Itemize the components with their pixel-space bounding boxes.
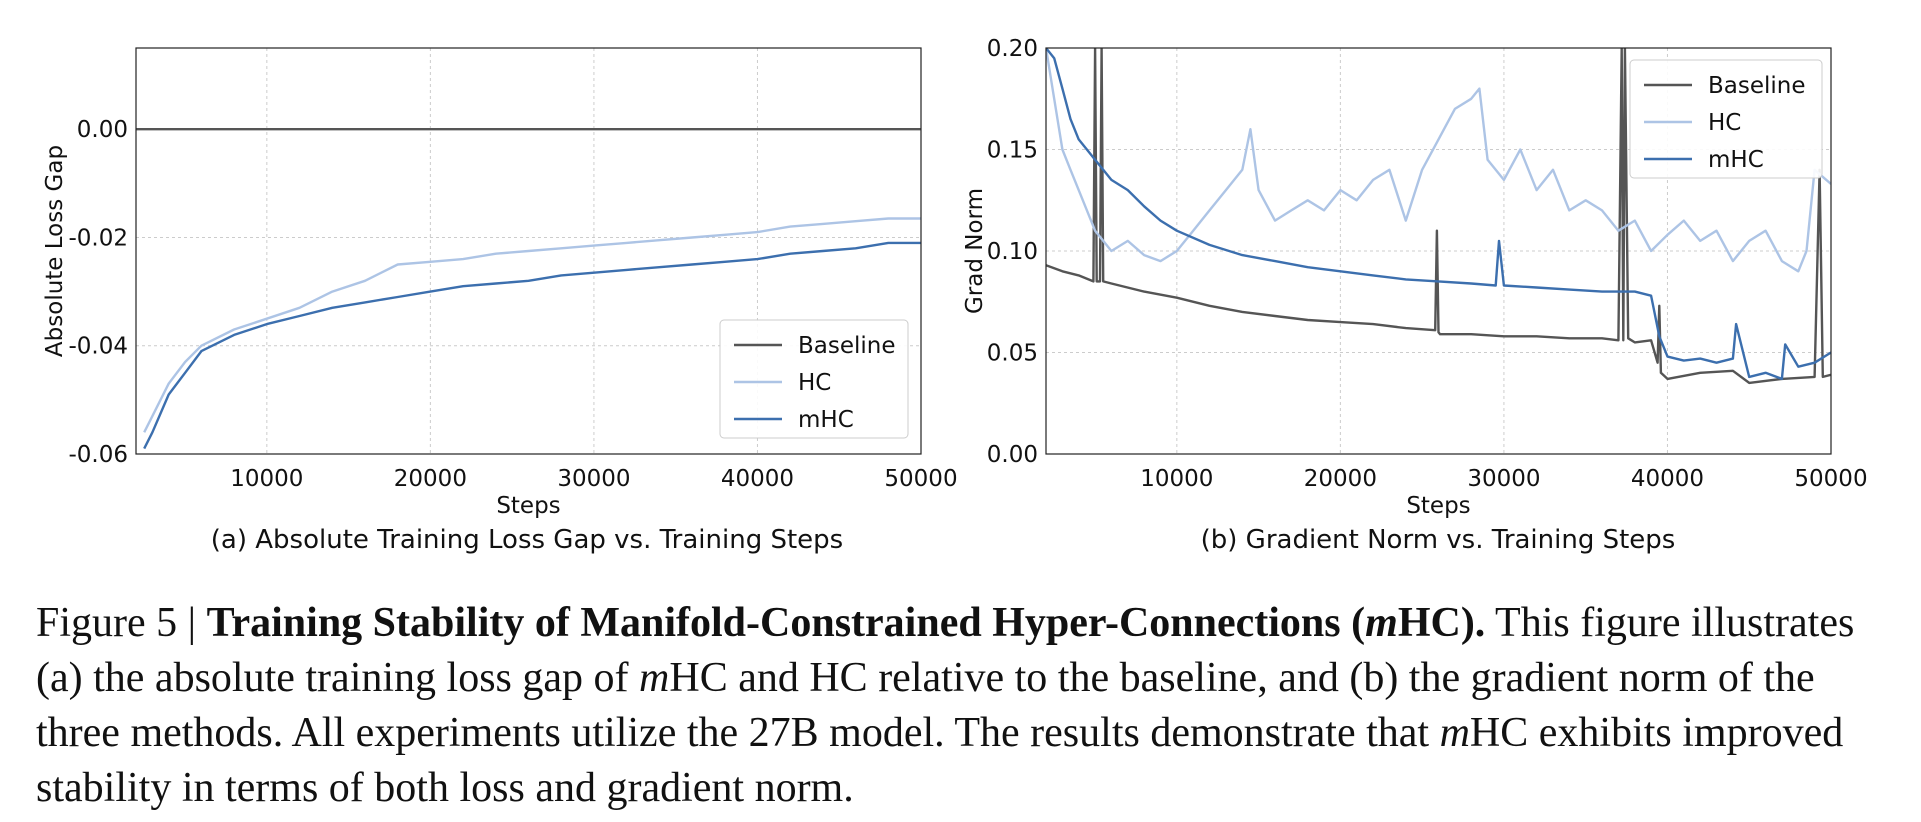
legend-box — [719, 319, 909, 439]
caption-title-m: m — [1365, 600, 1398, 646]
panel-b-y-axis-label: Grad Norm — [962, 188, 988, 314]
panel-b-subtitle: (b) Gradient Norm vs. Training Steps — [1201, 525, 1676, 555]
y-tick-label: 0.00 — [987, 442, 1038, 468]
y-tick-label: 0.10 — [987, 239, 1038, 265]
panel-b-legend: Baseline HC mHC — [1629, 59, 1823, 179]
panel-a-subtitle: (a) Absolute Training Loss Gap vs. Train… — [211, 525, 843, 555]
caption-text-1: This figure illustrates (a) the absolute… — [36, 600, 1855, 701]
panel-a-x-axis-label: Steps — [496, 493, 560, 519]
series-line-mhc — [143, 241, 921, 450]
legend-box — [1629, 59, 1823, 179]
y-tick-label: 0.15 — [987, 138, 1038, 164]
x-tick-label: 20000 — [1304, 466, 1377, 492]
series-line-mhc — [1046, 48, 1831, 381]
x-tick-label: 10000 — [1140, 466, 1213, 492]
x-tick-label: 30000 — [1467, 466, 1540, 492]
figure-5-plots: 10000 20000 30000 40000 50000 0.00 -0.02 -0.04… — [42, 36, 1868, 555]
panel-b-grad-norm-chart: 10000 20000 30000 40000 50000 0.200.150.100.… — [962, 36, 1868, 519]
x-tick-label: 50000 — [1794, 466, 1867, 492]
x-tick-label: 30000 — [557, 466, 630, 492]
panel-b-x-axis-label: Steps — [1406, 493, 1470, 519]
series-line-baseline — [1046, 48, 1831, 385]
x-tick-label: 20000 — [394, 466, 467, 492]
panel-a-plot-area — [135, 47, 922, 455]
panel-b-y-tick-labels: 0.20 0.15 0.10 0.05 0.00 — [987, 36, 1038, 468]
legend-entry: Baseline — [798, 333, 896, 359]
legend-entry: Baseline — [1708, 73, 1806, 99]
caption-m-1: m — [639, 655, 670, 701]
legend-entry: mHC — [1708, 147, 1764, 173]
caption-title: Training Stability of Manifold-Constrain… — [207, 600, 1486, 646]
legend-entry: HC — [1708, 110, 1741, 136]
legend-entry: mHC — [798, 407, 854, 433]
y-tick-label: -0.04 — [68, 334, 128, 360]
panel-a-y-axis-label: Absolute Loss Gap — [42, 145, 68, 357]
y-tick-label: 0.20 — [987, 36, 1038, 62]
panel-b-plot-area — [1045, 47, 1832, 455]
y-tick-label: -0.02 — [68, 225, 128, 251]
figure-caption: Figure 5 | Training Stability of Manifol… — [36, 596, 1876, 816]
y-tick-label: 0.05 — [987, 341, 1038, 367]
panel-a-series — [136, 127, 921, 450]
panel-a-y-tick-labels: 0.00 -0.02 -0.04 -0.06 — [68, 117, 128, 468]
figure-label: Figure 5 | — [36, 600, 207, 646]
panel-b-x-tick-labels: 10000 20000 30000 40000 50000 — [1140, 466, 1867, 492]
caption-text-2: HC and HC relative to the baseline, and … — [36, 655, 1815, 756]
panel-b-series — [1046, 48, 1831, 385]
caption-title-pre: Training Stability of Manifold-Constrain… — [206, 600, 1366, 646]
y-tick-label: -0.06 — [68, 442, 128, 468]
series-line-hc — [1046, 48, 1831, 273]
x-tick-label: 40000 — [721, 466, 794, 492]
caption-text-3: HC exhibits improved stability in terms … — [36, 710, 1844, 811]
x-tick-label: 10000 — [230, 466, 303, 492]
caption-m-2: m — [1439, 710, 1470, 756]
y-tick-label: 0.00 — [77, 117, 128, 143]
legend-entry: HC — [798, 370, 831, 396]
panel-a-x-tick-labels: 10000 20000 30000 40000 50000 — [230, 466, 957, 492]
panel-a-legend: Baseline HC mHC — [719, 319, 909, 439]
caption-title-post: HC). — [1397, 600, 1486, 646]
series-line-hc — [143, 217, 921, 433]
x-tick-label: 50000 — [884, 466, 957, 492]
panel-a-loss-gap-chart: 10000 20000 30000 40000 50000 0.00 -0.02 -0.04… — [42, 47, 958, 519]
x-tick-label: 40000 — [1631, 466, 1704, 492]
